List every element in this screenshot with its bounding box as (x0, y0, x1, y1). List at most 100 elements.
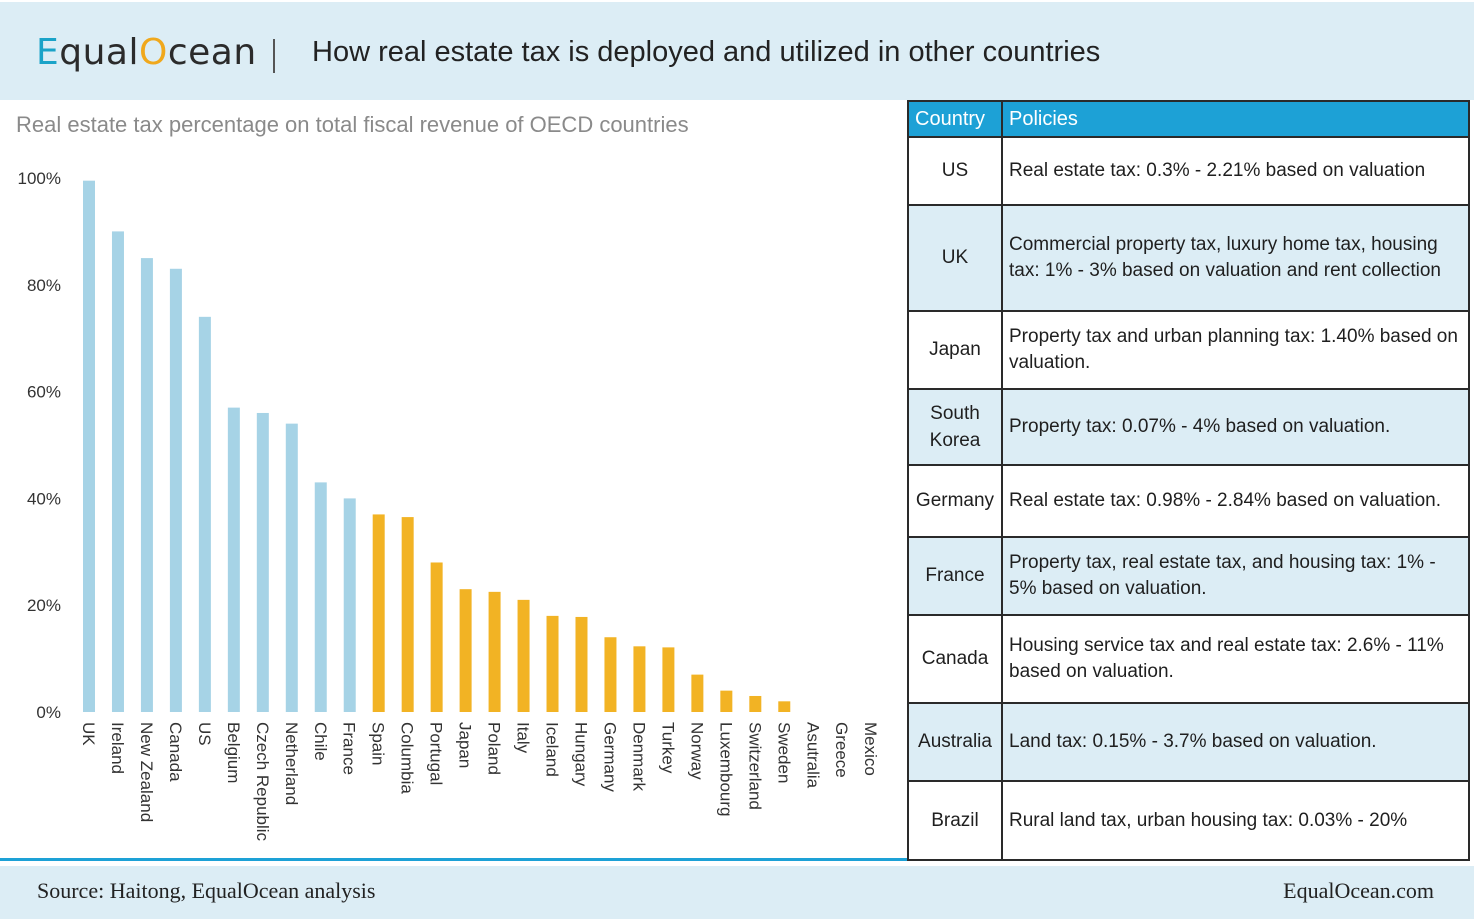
y-tick-label: 20% (27, 596, 61, 615)
bar-chart: 0% 20% 40% 60% 80% 100% UK Ireland New Zealand Ca… (18, 169, 881, 842)
bar-canada (169, 268, 182, 712)
x-tick-label: Netherland (282, 722, 301, 805)
site-credit: EqualOcean.com (1283, 878, 1434, 903)
bar-czech-republic (256, 412, 269, 712)
bar-denmark (633, 646, 646, 712)
x-tick-label: Japan (456, 722, 475, 768)
policy-cell: Property tax: 0.07% - 4% based on valuat… (1001, 388, 1470, 466)
country-cell: Brazil (907, 780, 1003, 861)
bar-ireland (111, 231, 124, 712)
policy-cell: Land tax: 0.15% - 3.7% based on valuatio… (1001, 702, 1470, 782)
policy-cell: Real estate tax: 0.98% - 2.84% based on … (1001, 464, 1470, 538)
bar-uk (83, 180, 95, 713)
table-row: Canada Housing service tax and real esta… (907, 614, 1470, 704)
bar-luxembourg (720, 690, 733, 712)
x-tick-label: Czech Republic (253, 722, 272, 842)
x-tick-label: US (195, 722, 214, 746)
x-tick-label: Ireland (108, 722, 127, 774)
x-tick-label: Poland (485, 722, 504, 775)
table-row: South Korea Property tax: 0.07% - 4% bas… (907, 388, 1470, 466)
x-tick-label: Chile (311, 722, 330, 761)
table-row: Australia Land tax: 0.15% - 3.7% based o… (907, 702, 1470, 782)
table-row: Germany Real estate tax: 0.98% - 2.84% b… (907, 464, 1470, 538)
table-row: Brazil Rural land tax, urban housing tax… (907, 780, 1470, 861)
x-tick-label: Hungary (571, 722, 590, 787)
bar-portugal (430, 562, 443, 712)
column-header-country: Country (907, 100, 1003, 138)
x-tick-label: Italy (514, 722, 533, 754)
x-tick-label: Sweden (774, 722, 793, 783)
bar-italy (517, 599, 530, 712)
policy-cell: Housing service tax and real estate tax:… (1001, 614, 1470, 704)
y-tick-label: 100% (18, 169, 61, 188)
x-tick-label: France (340, 722, 359, 775)
policy-cell: Real estate tax: 0.3% - 2.21% based on v… (1001, 136, 1470, 206)
y-tick-label: 60% (27, 383, 61, 402)
table-row: France Property tax, real estate tax, an… (907, 536, 1470, 616)
x-tick-label: Columbia (398, 722, 417, 794)
policy-table: Country Policies US Real estate tax: 0.3… (907, 100, 1470, 861)
bar-sweden (778, 701, 791, 712)
policy-cell: Commercial property tax, luxury home tax… (1001, 204, 1470, 312)
y-tick-label: 80% (27, 276, 61, 295)
page-title: How real estate tax is deployed and util… (312, 36, 1101, 68)
x-tick-label: Asutralia (803, 722, 822, 789)
bar-spain (372, 514, 385, 712)
x-tick-label: Norway (687, 722, 706, 780)
x-tick-label: Iceland (543, 722, 562, 777)
x-tick-label: Canada (166, 722, 185, 782)
bar-poland (488, 591, 501, 712)
header-banner: EqualOcean How real estate tax is deploy… (0, 0, 1474, 100)
bar-us (198, 316, 211, 712)
x-tick-label: Mexico (861, 722, 880, 776)
chart-title: Real estate tax percentage on total fisc… (16, 112, 689, 137)
policy-cell: Property tax, real estate tax, and housi… (1001, 536, 1470, 616)
equalocean-logo: EqualOcean (36, 32, 257, 73)
footer-divider (0, 858, 907, 861)
bar-columbia (401, 517, 414, 712)
country-cell: France (907, 536, 1003, 616)
country-cell: UK (907, 204, 1003, 312)
x-tick-label: Belgium (224, 722, 243, 783)
country-cell: South Korea (907, 388, 1003, 466)
y-tick-label: 40% (27, 489, 61, 508)
bar-new-zealand (140, 258, 153, 712)
column-header-policies: Policies (1001, 100, 1470, 138)
country-cell: Australia (907, 702, 1003, 782)
bar-chile (314, 482, 327, 712)
table-header-row: Country Policies (907, 100, 1470, 138)
x-tick-label: Switzerland (745, 722, 764, 810)
country-cell: Canada (907, 614, 1003, 704)
bar-germany (604, 637, 617, 712)
x-tick-label: Germany (600, 722, 619, 792)
country-cell: US (907, 136, 1003, 206)
country-cell: Japan (907, 310, 1003, 390)
table-row: US Real estate tax: 0.3% - 2.21% based o… (907, 136, 1470, 206)
bar-japan (459, 589, 472, 712)
x-tick-label: Luxembourg (716, 722, 735, 817)
bar-netherland (285, 423, 298, 712)
x-tick-label: UK (79, 722, 98, 746)
x-tick-label: Greece (832, 722, 851, 778)
bar-iceland (546, 615, 559, 712)
y-tick-label: 0% (36, 703, 61, 722)
x-tick-label: Spain (369, 722, 388, 765)
x-tick-label: Turkey (658, 722, 677, 774)
source-note: Source: Haitong, EqualOcean analysis (37, 878, 376, 903)
bar-hungary (575, 616, 588, 712)
bar-belgium (227, 407, 240, 712)
country-cell: Germany (907, 464, 1003, 538)
bar-switzerland (749, 695, 762, 712)
bar-norway (691, 674, 704, 712)
table-row: Japan Property tax and urban planning ta… (907, 310, 1470, 390)
x-tick-label: Portugal (427, 722, 446, 785)
header-divider (273, 39, 275, 73)
x-tick-label: Denmark (629, 722, 648, 791)
table-row: UK Commercial property tax, luxury home … (907, 204, 1470, 312)
footer-bar: Source: Haitong, EqualOcean analysis Equ… (0, 866, 1474, 919)
policy-cell: Property tax and urban planning tax: 1.4… (1001, 310, 1470, 390)
bar-turkey (662, 647, 675, 712)
x-tick-label: New Zealand (137, 722, 156, 822)
bar-france (343, 498, 356, 712)
